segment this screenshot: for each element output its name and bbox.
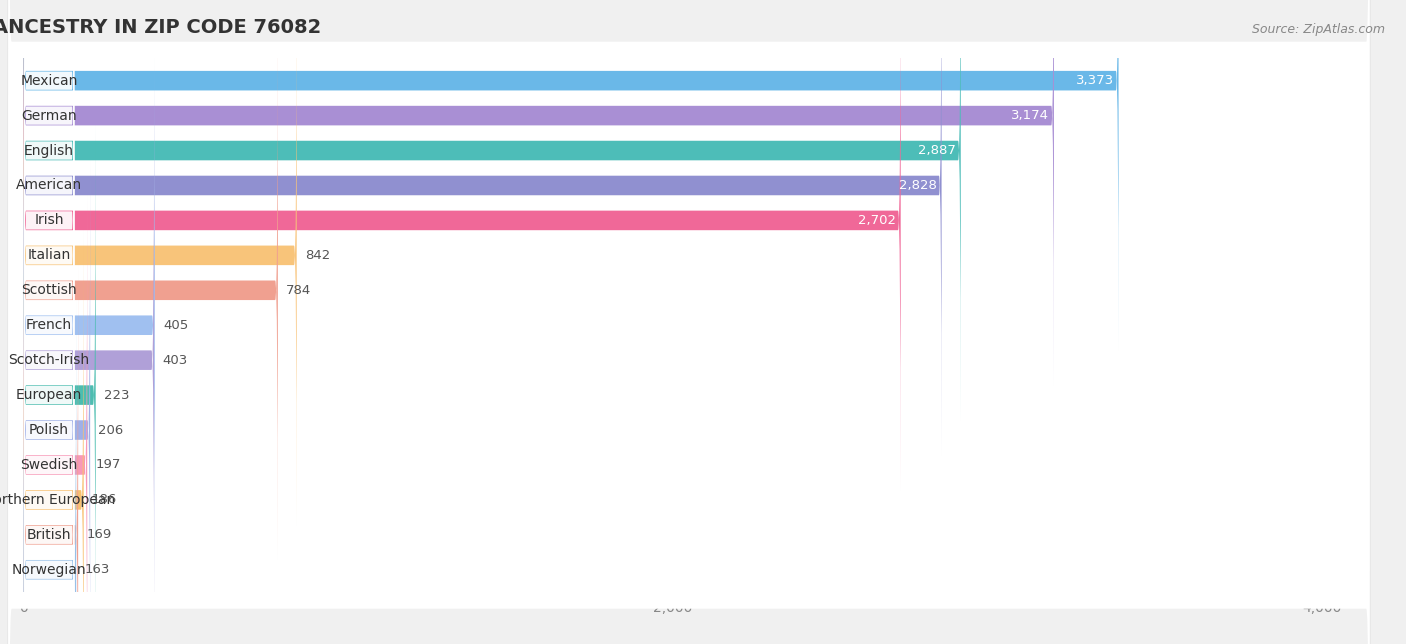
FancyBboxPatch shape xyxy=(8,7,1369,644)
FancyBboxPatch shape xyxy=(24,55,75,526)
Text: British: British xyxy=(27,528,72,542)
FancyBboxPatch shape xyxy=(24,0,1054,385)
Text: 784: 784 xyxy=(285,284,311,297)
Text: Italian: Italian xyxy=(28,249,70,262)
FancyBboxPatch shape xyxy=(7,129,1371,644)
Text: 2,887: 2,887 xyxy=(918,144,956,157)
FancyBboxPatch shape xyxy=(8,0,1369,434)
FancyBboxPatch shape xyxy=(8,0,1369,539)
FancyBboxPatch shape xyxy=(24,265,79,644)
FancyBboxPatch shape xyxy=(24,334,75,644)
FancyBboxPatch shape xyxy=(7,0,1371,451)
FancyBboxPatch shape xyxy=(24,0,75,316)
FancyBboxPatch shape xyxy=(8,0,1369,574)
Text: 403: 403 xyxy=(162,354,187,366)
FancyBboxPatch shape xyxy=(7,0,1371,417)
FancyBboxPatch shape xyxy=(24,0,901,490)
FancyBboxPatch shape xyxy=(24,195,87,644)
Text: 842: 842 xyxy=(305,249,330,262)
FancyBboxPatch shape xyxy=(24,0,75,456)
Text: 2,702: 2,702 xyxy=(858,214,896,227)
FancyBboxPatch shape xyxy=(7,0,1371,486)
FancyBboxPatch shape xyxy=(7,0,1371,626)
FancyBboxPatch shape xyxy=(7,164,1371,644)
Text: Norwegian: Norwegian xyxy=(11,563,86,577)
Text: Source: ZipAtlas.com: Source: ZipAtlas.com xyxy=(1251,23,1385,35)
Text: 197: 197 xyxy=(96,459,121,471)
FancyBboxPatch shape xyxy=(8,42,1369,644)
FancyBboxPatch shape xyxy=(24,230,84,644)
Text: French: French xyxy=(27,318,72,332)
FancyBboxPatch shape xyxy=(24,0,75,386)
FancyBboxPatch shape xyxy=(8,77,1369,644)
FancyBboxPatch shape xyxy=(24,126,96,644)
FancyBboxPatch shape xyxy=(24,90,75,561)
Text: 405: 405 xyxy=(163,319,188,332)
FancyBboxPatch shape xyxy=(24,90,155,630)
FancyBboxPatch shape xyxy=(8,0,1369,643)
FancyBboxPatch shape xyxy=(24,0,1119,350)
FancyBboxPatch shape xyxy=(24,299,75,644)
FancyBboxPatch shape xyxy=(7,0,1371,522)
FancyBboxPatch shape xyxy=(24,160,75,630)
Text: English: English xyxy=(24,144,75,158)
FancyBboxPatch shape xyxy=(24,0,942,455)
FancyBboxPatch shape xyxy=(7,0,1371,556)
FancyBboxPatch shape xyxy=(8,0,1369,609)
Text: 3,373: 3,373 xyxy=(1076,74,1114,87)
FancyBboxPatch shape xyxy=(8,216,1369,644)
Text: 186: 186 xyxy=(91,493,117,506)
FancyBboxPatch shape xyxy=(24,194,75,644)
Text: 169: 169 xyxy=(86,528,111,542)
Text: 206: 206 xyxy=(98,424,124,437)
FancyBboxPatch shape xyxy=(8,0,1369,644)
Text: 2,828: 2,828 xyxy=(898,179,936,192)
Text: Irish: Irish xyxy=(34,213,63,227)
FancyBboxPatch shape xyxy=(24,55,155,595)
Text: ANCESTRY IN ZIP CODE 76082: ANCESTRY IN ZIP CODE 76082 xyxy=(0,17,322,37)
Text: Mexican: Mexican xyxy=(21,73,77,88)
Text: 3,174: 3,174 xyxy=(1011,109,1049,122)
Text: Scottish: Scottish xyxy=(21,283,77,298)
Text: European: European xyxy=(15,388,82,402)
Text: Swedish: Swedish xyxy=(21,458,77,472)
FancyBboxPatch shape xyxy=(24,229,75,644)
FancyBboxPatch shape xyxy=(7,59,1371,644)
FancyBboxPatch shape xyxy=(7,234,1371,644)
FancyBboxPatch shape xyxy=(8,111,1369,644)
FancyBboxPatch shape xyxy=(24,0,960,421)
FancyBboxPatch shape xyxy=(24,125,75,596)
Text: American: American xyxy=(15,178,82,193)
Text: Northern European: Northern European xyxy=(0,493,115,507)
FancyBboxPatch shape xyxy=(24,20,75,491)
Text: German: German xyxy=(21,109,77,122)
Text: 163: 163 xyxy=(84,564,110,576)
FancyBboxPatch shape xyxy=(7,0,1371,591)
Text: Polish: Polish xyxy=(30,423,69,437)
FancyBboxPatch shape xyxy=(8,0,1369,469)
FancyBboxPatch shape xyxy=(24,21,278,560)
FancyBboxPatch shape xyxy=(7,0,1371,644)
Text: Scotch-Irish: Scotch-Irish xyxy=(8,353,90,367)
FancyBboxPatch shape xyxy=(8,147,1369,644)
FancyBboxPatch shape xyxy=(8,0,1369,504)
FancyBboxPatch shape xyxy=(7,199,1371,644)
FancyBboxPatch shape xyxy=(24,300,76,644)
FancyBboxPatch shape xyxy=(8,182,1369,644)
FancyBboxPatch shape xyxy=(24,0,75,351)
FancyBboxPatch shape xyxy=(24,0,297,525)
FancyBboxPatch shape xyxy=(7,24,1371,644)
FancyBboxPatch shape xyxy=(24,265,75,644)
Text: 223: 223 xyxy=(104,388,129,402)
FancyBboxPatch shape xyxy=(24,160,90,644)
FancyBboxPatch shape xyxy=(7,94,1371,644)
FancyBboxPatch shape xyxy=(24,0,75,421)
